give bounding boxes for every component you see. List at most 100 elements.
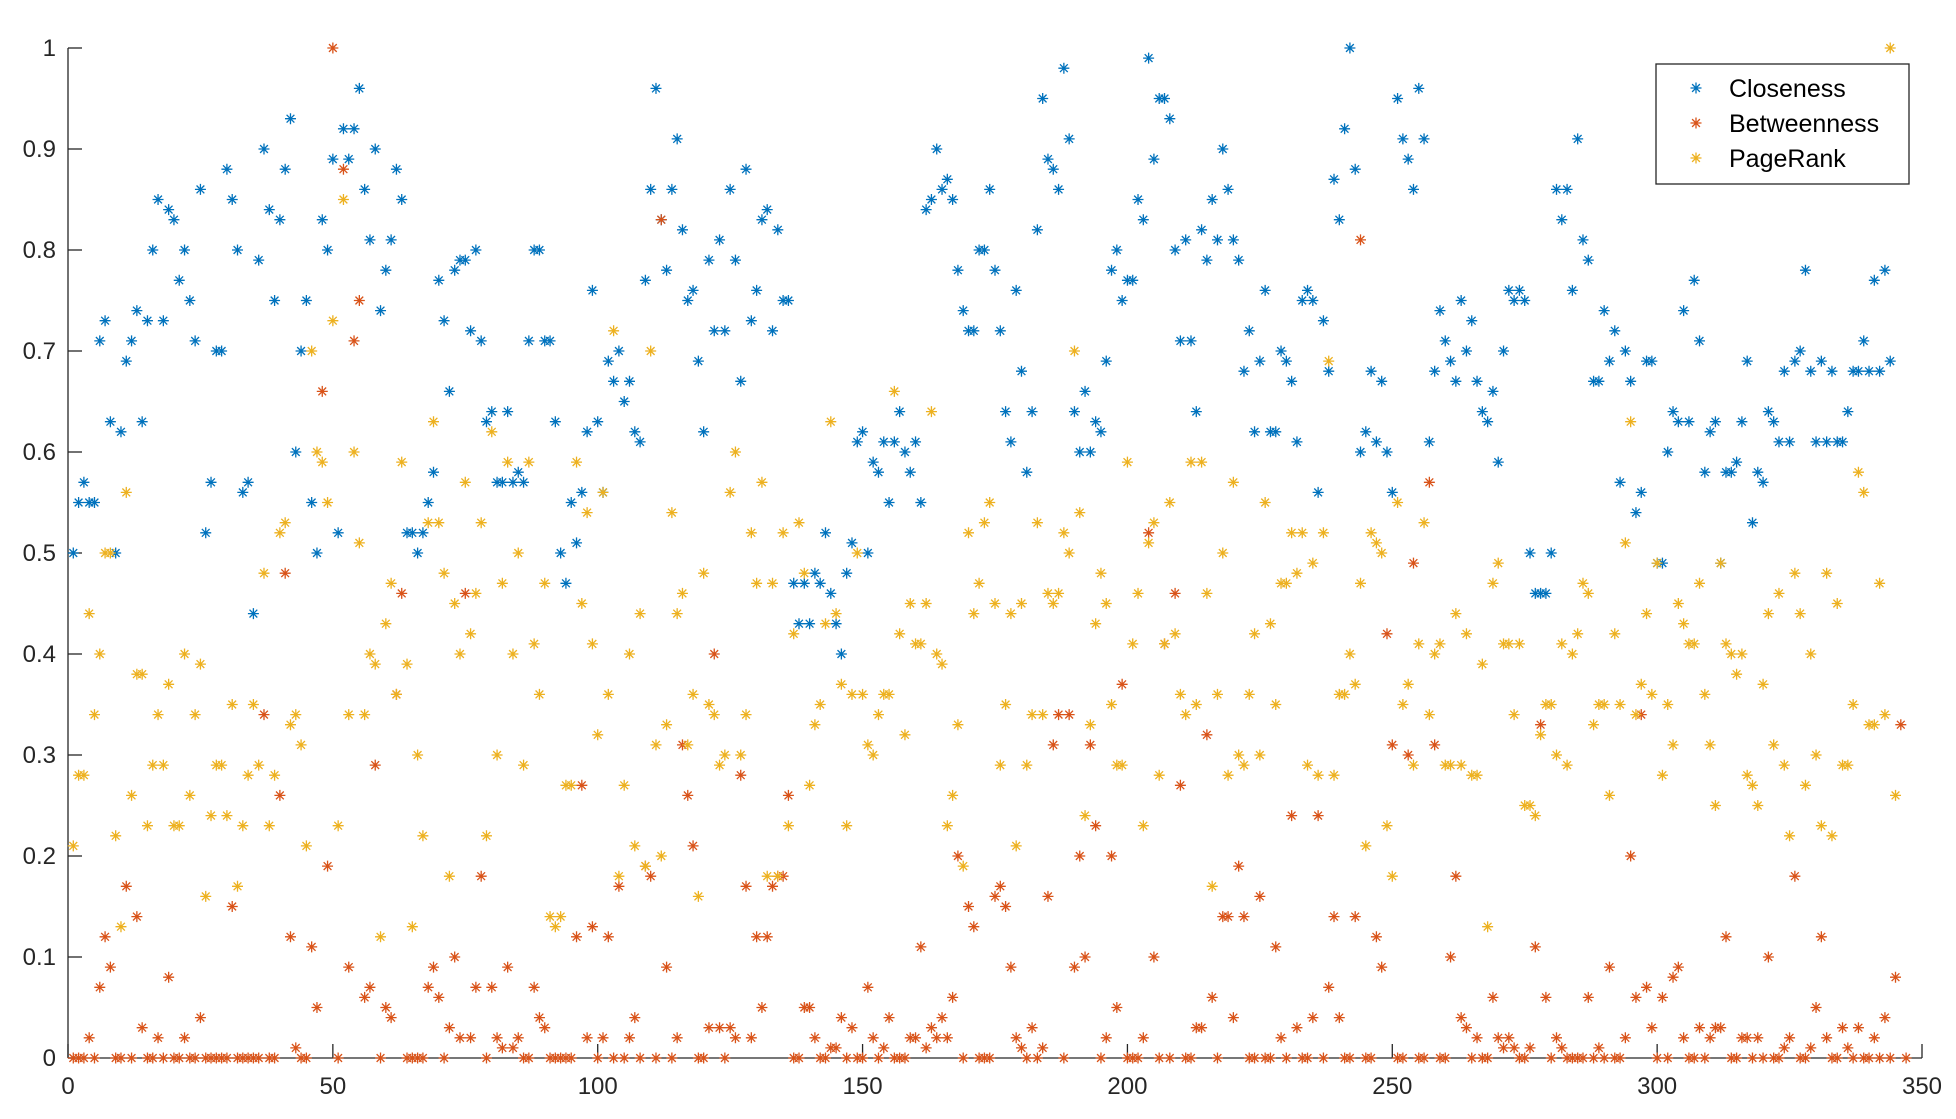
betweenness-point [1233,860,1245,872]
pagerank-point [1561,759,1573,771]
betweenness-point [1847,1052,1859,1064]
betweenness-point [1694,1022,1706,1034]
closeness-point [867,456,879,468]
pagerank-point [1434,638,1446,650]
closeness-point [1365,365,1377,377]
closeness-point [412,547,424,559]
closeness-point [502,406,514,418]
closeness-point [1551,183,1562,195]
closeness-point [1270,426,1282,438]
betweenness-point [1111,1002,1123,1013]
closeness-point [1439,335,1451,347]
closeness-point [729,254,741,266]
pagerank-point [1323,355,1335,367]
betweenness-point [1884,1052,1896,1064]
closeness-point [1603,355,1615,367]
betweenness-point [422,981,434,993]
closeness-point [772,224,784,236]
closeness-point [1540,587,1552,599]
closeness-point [274,214,286,226]
betweenness-point [793,1052,805,1064]
closeness-point [920,204,932,216]
closeness-point [1826,365,1838,377]
pagerank-point [300,840,312,852]
betweenness-point [671,1032,683,1044]
pagerank-point [761,870,773,882]
pagerank-point [1810,749,1822,761]
y-tick-label: 0.2 [23,843,56,870]
closeness-point [957,305,969,317]
closeness-point [465,325,477,337]
closeness-point [141,315,153,327]
closeness-point [571,537,583,549]
betweenness-point [475,870,487,882]
betweenness-point [1667,971,1679,983]
betweenness-point [1508,1042,1520,1054]
pagerank-point [194,658,206,670]
pagerank-point [1704,739,1716,751]
pagerank-point [221,810,233,822]
pagerank-point [1328,769,1340,781]
betweenness-point [698,1052,710,1064]
closeness-point [1355,446,1366,458]
betweenness-point [274,789,286,801]
closeness-point [724,183,736,195]
betweenness-point [1545,1052,1557,1064]
pagerank-point [1429,648,1441,660]
closeness-point [1519,295,1531,306]
betweenness-point [629,1012,641,1024]
pagerank-point [1545,699,1557,710]
pagerank-point [676,587,688,599]
pagerank-point [110,830,122,842]
pagerank-point [443,870,455,882]
betweenness-point [1302,1052,1314,1064]
pagerank-point [1890,789,1902,801]
betweenness-point [1021,1052,1033,1064]
betweenness-point [920,1042,932,1054]
closeness-point [396,194,408,205]
betweenness-point [1095,1052,1107,1064]
pagerank-point [1116,759,1128,771]
closeness-point [1090,416,1102,428]
betweenness-point [152,1032,164,1044]
betweenness-point [491,1032,503,1044]
pagerank-point [751,577,763,589]
closeness-point [163,204,175,216]
betweenness-point [348,335,360,347]
betweenness-point [1487,991,1499,1003]
pagerank-point [1402,678,1414,690]
pagerank-point [1476,658,1488,670]
closeness-point [1789,355,1801,367]
pagerank-point [544,911,556,923]
pagerank-point [1365,527,1377,539]
closeness-point [1487,385,1499,397]
pagerank-point [904,598,916,609]
pagerank-point [465,628,477,640]
betweenness-point [841,1052,853,1064]
pagerank-point [1487,577,1499,589]
pagerank-point [608,325,620,337]
pagerank-point [1159,638,1171,650]
pagerank-point [237,820,249,832]
closeness-point [989,264,1001,276]
pagerank-point [1238,759,1250,771]
betweenness-point [1211,1052,1223,1064]
closeness-point [1068,406,1080,418]
pagerank-point [1233,749,1245,761]
closeness-point [1434,305,1446,317]
closeness-point [1635,486,1647,498]
closeness-point [1556,214,1568,226]
betweenness-point [947,991,959,1003]
pagerank-point [841,820,853,832]
closeness-point [194,183,206,195]
pagerank-point [1037,709,1049,721]
closeness-point [1593,375,1605,387]
closeness-point [1196,224,1208,236]
closeness-point [804,618,816,630]
pagerank-point [1063,547,1075,559]
betweenness-point [343,961,355,973]
betweenness-point [1381,628,1393,640]
closeness-point [1312,486,1324,498]
pagerank-point [613,870,625,882]
closeness-point [1561,183,1573,195]
